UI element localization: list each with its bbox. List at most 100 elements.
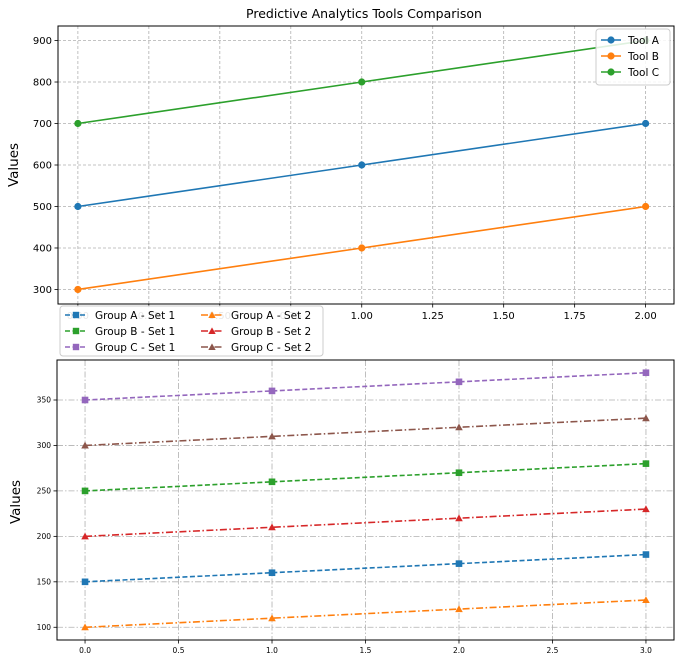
legend-item: Group B - Set 2	[201, 326, 311, 338]
data-point	[455, 423, 463, 431]
x-tick-label: 2.0	[453, 646, 465, 655]
series-2	[81, 596, 650, 631]
y-tick-label: 900	[33, 36, 52, 47]
x-tick-label: 1.5	[360, 646, 372, 655]
tick-labels: 0.0 0.5 1.0 1.5 2.0 2.5 3.0 100 150 200 250 300 350	[37, 396, 652, 655]
data-point	[455, 605, 463, 613]
chart-title: Predictive Analytics Tools Comparison	[246, 6, 482, 21]
y-tick-label: 200	[37, 532, 52, 541]
y-tick-label: 500	[33, 202, 52, 213]
legend-label: Group B - Set 1	[95, 326, 175, 338]
legend-marker	[208, 311, 216, 318]
legend-item: Tool C	[601, 67, 659, 79]
bottom-chart: Values 0.0 0.5 1.0 1.5 2.0 2.5 3.0 100 150 200 250…	[8, 359, 675, 655]
legend-item: Group A - Set 2	[201, 310, 311, 322]
data-point	[642, 505, 650, 513]
y-tick-label: 350	[37, 396, 52, 405]
legend-item: Group C - Set 1	[65, 342, 175, 354]
data-point	[81, 532, 89, 540]
data-point	[642, 202, 650, 211]
legend-label: Tool C	[627, 67, 659, 79]
data-point	[81, 441, 89, 449]
series-line	[85, 417, 646, 447]
series-5	[81, 369, 650, 404]
data-point	[358, 244, 366, 252]
x-tick-label: 0.0	[79, 646, 91, 655]
legend-marker	[72, 343, 80, 351]
series-3	[81, 460, 650, 495]
legend-box	[595, 28, 671, 86]
x-tick-label: 1.50	[493, 311, 515, 322]
data-point	[268, 569, 276, 577]
x-tick-label: 3.0	[640, 646, 652, 655]
data-point	[455, 560, 463, 567]
y-tick-label: 300	[37, 441, 52, 450]
data-point	[268, 432, 276, 440]
data-point	[268, 614, 276, 622]
legend-item: Group C - Set 2	[201, 342, 311, 354]
data-point	[81, 487, 89, 495]
data-point	[642, 551, 650, 558]
series-group	[74, 36, 650, 294]
data-point	[358, 161, 366, 169]
series-1	[81, 551, 650, 586]
legend-marker	[72, 327, 80, 335]
y-tick-label: 150	[37, 578, 52, 587]
legend-marker	[607, 68, 615, 76]
x-tick-label: 2.00	[634, 311, 656, 322]
data-point	[81, 396, 89, 404]
y-axis-label: Values	[6, 143, 22, 187]
series-1	[74, 119, 650, 211]
legend-marker	[208, 327, 216, 334]
x-tick-label: 1.00	[351, 311, 373, 322]
series-4	[81, 505, 650, 540]
data-point	[455, 378, 463, 386]
series-line	[85, 462, 646, 492]
legend-item: Group A - Set 1	[65, 310, 175, 322]
series-line	[85, 599, 646, 629]
legend-label: Group B - Set 2	[231, 326, 311, 338]
legend: Group A - Set 1 Group A - Set 2 Group B - …	[59, 305, 324, 357]
data-point	[268, 387, 276, 395]
grid	[57, 360, 674, 640]
y-tick-label: 250	[37, 487, 52, 496]
series-2	[74, 202, 650, 294]
series-line	[85, 553, 646, 583]
x-tick-label: 1.25	[422, 311, 444, 322]
legend-marker	[208, 343, 216, 350]
y-tick-label: 400	[33, 243, 52, 254]
y-tick-label: 600	[33, 161, 52, 172]
x-tick-label: 0.5	[173, 646, 185, 655]
data-point	[74, 119, 82, 128]
data-point	[642, 369, 650, 377]
data-point	[81, 578, 89, 586]
legend-label: Group A - Set 1	[95, 310, 175, 322]
data-point	[268, 478, 276, 486]
y-tick-label: 100	[37, 623, 52, 632]
data-point	[455, 514, 463, 522]
legend-item: Tool A	[601, 35, 660, 47]
legend-label: Tool A	[627, 35, 660, 47]
series-line	[85, 508, 646, 538]
legend-marker	[72, 311, 80, 319]
data-point	[358, 78, 366, 86]
data-point	[81, 623, 89, 631]
x-tick-label: 2.5	[547, 646, 559, 655]
y-axis-label: Values	[8, 480, 24, 524]
y-tick-label: 800	[33, 78, 52, 89]
x-tick-label: 1.0	[266, 646, 278, 655]
legend-label: Tool B	[627, 51, 659, 63]
y-tick-label: 700	[33, 119, 52, 130]
series-6	[81, 414, 650, 449]
x-tick-label: 1.75	[564, 311, 586, 322]
legend-marker	[607, 52, 615, 60]
legend-label: Group C - Set 1	[95, 342, 175, 354]
legend-label: Group C - Set 2	[231, 342, 311, 354]
legend-marker	[607, 36, 615, 44]
data-point	[74, 202, 82, 211]
data-point	[642, 119, 650, 128]
legend-label: Group A - Set 2	[231, 310, 311, 322]
legend: Tool A Tool B Tool C	[595, 28, 671, 86]
data-point	[74, 285, 82, 294]
